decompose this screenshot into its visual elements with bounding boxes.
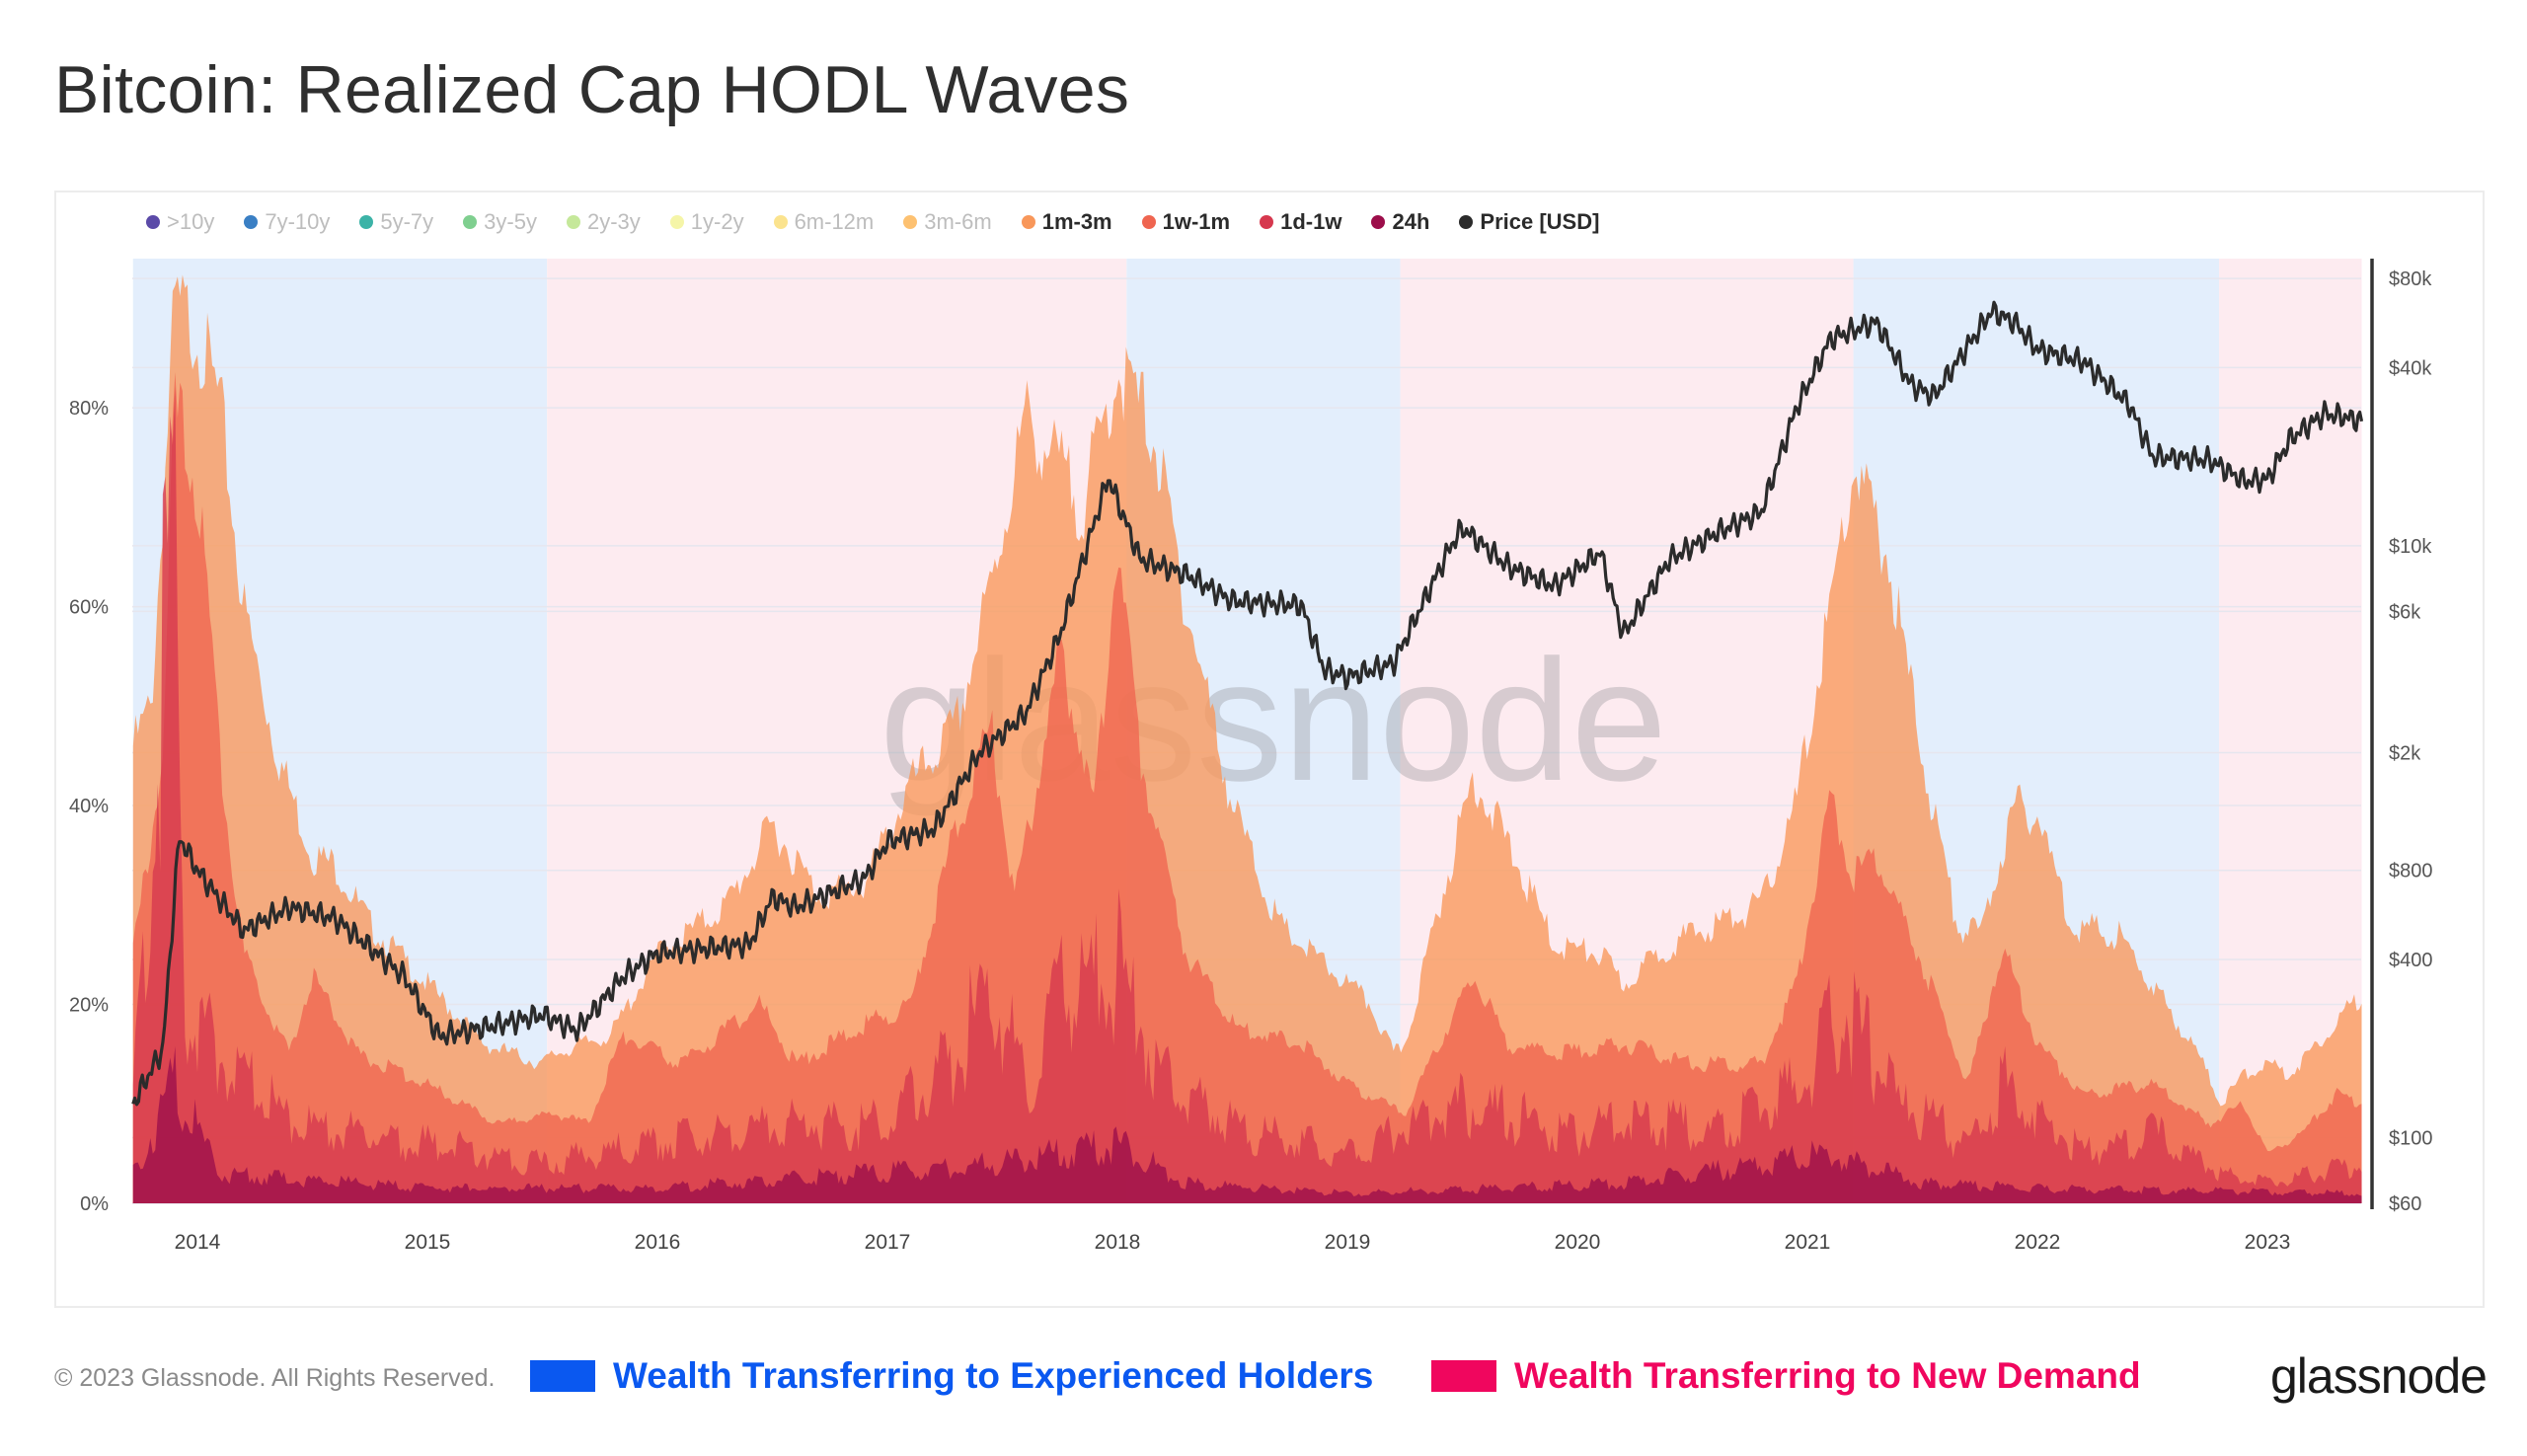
copyright: © 2023 Glassnode. All Rights Reserved. bbox=[54, 1364, 496, 1392]
y-right-tick-label: $100 bbox=[2389, 1127, 2433, 1149]
legend-label: 2y-3y bbox=[586, 209, 641, 234]
legend-item-price-usd-[interactable]: Price [USD] bbox=[1459, 209, 1599, 235]
y-left-tick-label: 0% bbox=[80, 1193, 109, 1215]
y-right-tick-label: $40k bbox=[2389, 357, 2432, 379]
x-tick-label: 2019 bbox=[1325, 1231, 1371, 1254]
y-right-tick-label: $2k bbox=[2389, 742, 2421, 764]
chart-legend: >10y 7y-10y 5y-7y 3y-5y 2y-3y 1y-2y 6m-12m 3m-6… bbox=[146, 209, 1629, 235]
legend-dot-icon bbox=[244, 215, 259, 229]
legend-label: 1y-2y bbox=[690, 209, 744, 234]
legend-label: 1d-1w bbox=[1280, 209, 1342, 234]
legend-dot-icon bbox=[773, 215, 788, 229]
legend-dot-icon bbox=[903, 215, 918, 229]
legend-item-1d-1w[interactable]: 1d-1w bbox=[1260, 209, 1341, 235]
pink-swatch bbox=[1431, 1360, 1496, 1392]
legend-item-1y-2y[interactable]: 1y-2y bbox=[669, 209, 744, 235]
x-tick-label: 2015 bbox=[405, 1231, 451, 1254]
legend-dot-icon bbox=[1260, 215, 1274, 229]
legend-dot-icon bbox=[1371, 215, 1386, 229]
legend-dot-icon bbox=[566, 215, 580, 229]
x-tick-label: 2020 bbox=[1555, 1231, 1601, 1254]
y-left-tick-label: 20% bbox=[69, 995, 109, 1017]
legend-label: 5y-7y bbox=[380, 209, 434, 234]
legend-dot-icon bbox=[359, 215, 374, 229]
legend-item-1w-1m[interactable]: 1w-1m bbox=[1141, 209, 1231, 235]
legend-item-24h[interactable]: 24h bbox=[1371, 209, 1429, 235]
legend-item-7y-10y[interactable]: 7y-10y bbox=[244, 209, 330, 235]
legend-item-3m-6m[interactable]: 3m-6m bbox=[903, 209, 992, 235]
legend-item-3y-5y[interactable]: 3y-5y bbox=[463, 209, 537, 235]
legend-label: 24h bbox=[1392, 209, 1430, 234]
legend-label: 1m-3m bbox=[1041, 209, 1112, 234]
legend-item-1m-3m[interactable]: 1m-3m bbox=[1021, 209, 1112, 235]
y-left-tick-label: 80% bbox=[69, 398, 109, 420]
y-left-tick-label: 40% bbox=[69, 796, 109, 817]
x-tick-label: 2023 bbox=[2245, 1231, 2291, 1254]
y-right-tick-label: $10k bbox=[2389, 536, 2432, 558]
x-tick-label: 2016 bbox=[635, 1231, 681, 1254]
legend-item-2y-3y[interactable]: 2y-3y bbox=[566, 209, 641, 235]
area-series-24h bbox=[132, 1045, 2362, 1203]
legend-label: 6m-12m bbox=[794, 209, 875, 234]
glassnode-logo: glassnode bbox=[2270, 1348, 2488, 1404]
legend-item-6m-12m[interactable]: 6m-12m bbox=[773, 209, 875, 235]
legend-item-5y-7y[interactable]: 5y-7y bbox=[359, 209, 433, 235]
area-series-1d-1w bbox=[132, 386, 2362, 1204]
legend-label: 7y-10y bbox=[265, 209, 331, 234]
legend-label: 1w-1m bbox=[1162, 209, 1231, 234]
key-experienced-label: Wealth Transferring to Experienced Holde… bbox=[613, 1355, 1374, 1396]
legend-dot-icon bbox=[1459, 215, 1474, 229]
blue-swatch bbox=[530, 1360, 595, 1392]
area-series-1w-1m bbox=[132, 371, 2362, 1203]
y-left-tick-label: 60% bbox=[69, 597, 109, 619]
legend-dot-icon bbox=[669, 215, 684, 229]
legend-dot-icon bbox=[1021, 215, 1035, 229]
legend-item--10y[interactable]: >10y bbox=[146, 209, 214, 235]
x-tick-label: 2014 bbox=[175, 1231, 221, 1254]
legend-label: Price [USD] bbox=[1480, 209, 1600, 234]
page-title: Bitcoin: Realized Cap HODL Waves bbox=[54, 52, 1130, 127]
legend-dot-icon bbox=[146, 215, 160, 229]
key-new-demand: Wealth Transferring to New Demand bbox=[1431, 1355, 2141, 1397]
legend-dot-icon bbox=[1141, 215, 1156, 229]
y-right-tick-label: $400 bbox=[2389, 950, 2433, 971]
key-experienced-holders: Wealth Transferring to Experienced Holde… bbox=[530, 1355, 1373, 1397]
key-new-demand-label: Wealth Transferring to New Demand bbox=[1514, 1355, 2141, 1396]
legend-label: 3y-5y bbox=[484, 209, 537, 234]
x-tick-label: 2021 bbox=[1785, 1231, 1831, 1254]
y-right-tick-label: $60 bbox=[2389, 1193, 2421, 1215]
x-tick-label: 2018 bbox=[1095, 1231, 1141, 1254]
legend-dot-icon bbox=[463, 215, 478, 229]
y-right-tick-label: $6k bbox=[2389, 601, 2421, 623]
chart-frame bbox=[54, 191, 2485, 1308]
y-right-tick-label: $80k bbox=[2389, 268, 2432, 290]
y-right-tick-label: $800 bbox=[2389, 861, 2433, 882]
price-line bbox=[131, 300, 2364, 1107]
legend-label: >10y bbox=[167, 209, 215, 234]
x-tick-label: 2022 bbox=[2015, 1231, 2061, 1254]
x-tick-label: 2017 bbox=[865, 1231, 911, 1254]
legend-label: 3m-6m bbox=[924, 209, 992, 234]
